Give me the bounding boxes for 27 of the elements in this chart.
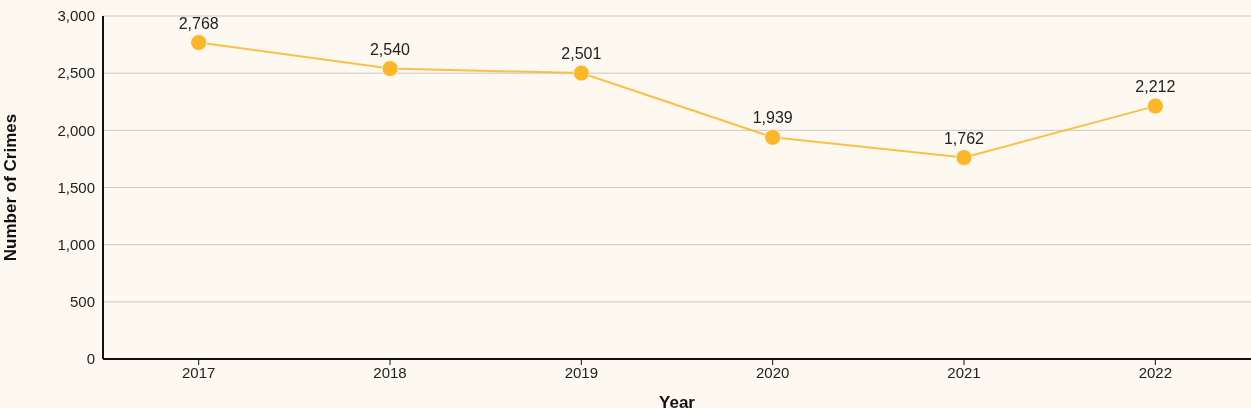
x-axis-title: Year [659,393,696,408]
data-label: 2,501 [561,45,602,63]
x-tick-label: 2020 [755,363,790,381]
y-axis-title: Number of Crimes [1,113,21,262]
data-label: 1,939 [752,109,793,127]
point [190,34,208,52]
point [764,128,782,146]
x-tick-label: 2018 [373,363,407,381]
y-tick-label: 3,000 [57,7,95,25]
y-tick-label: 0 [86,350,95,368]
data-label: 2,540 [369,40,411,58]
data-label: 1,762 [943,129,985,147]
x-tick-label: 2022 [1138,363,1173,381]
data-label: 2,212 [1135,78,1176,96]
x-tick-label: 2019 [564,363,599,381]
point [1146,97,1164,115]
y-tick-label: 2,500 [57,64,95,82]
y-tick-label: 2,000 [57,121,95,139]
point [955,149,973,167]
point [381,60,399,78]
data-label: 2,768 [178,14,219,32]
point [572,64,590,82]
x-tick-label: 2017 [181,363,216,381]
y-tick-label: 1,000 [57,235,95,253]
y-tick-label: 500 [69,293,95,311]
x-tick-label: 2021 [947,363,981,381]
y-tick-label: 1,500 [57,178,95,196]
